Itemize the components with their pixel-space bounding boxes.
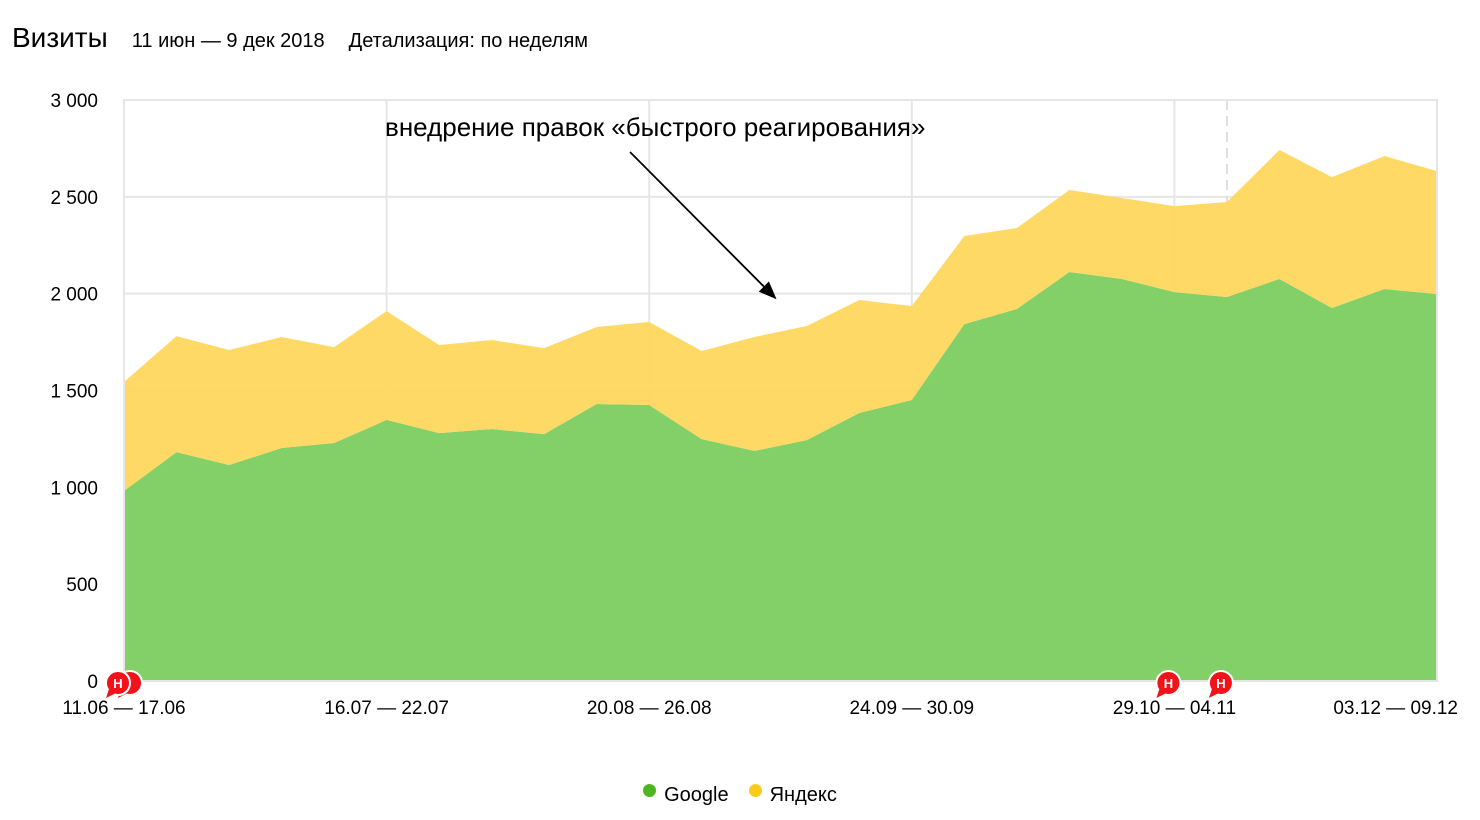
yandex-dot-icon [748,784,762,797]
y-tick-label: 2 000 [50,285,98,306]
marker-tail [106,689,116,698]
marker-label: Н [1216,676,1225,691]
x-tick-label: 20.08 — 26.08 [587,698,712,719]
y-tick-label: 1 000 [50,478,98,499]
marker-tail [1208,689,1219,698]
google-dot-icon [643,784,657,797]
marker-bubble [1207,670,1234,696]
y-tick-label: 2 500 [50,188,98,209]
annotation-arrow [629,151,777,300]
legend-label: Яндекс [769,784,837,806]
x-tick-label: 03.12 — 09.12 [1333,698,1458,719]
x-tick-label: 16.07 — 22.07 [324,698,449,719]
page-title: Визиты [12,22,108,53]
y-tick-label: 500 [66,575,98,596]
area-yandex [124,149,1437,492]
marker-bubble [1155,670,1182,696]
x-tick-label: 29.10 — 04.11 [1113,698,1236,719]
y-tick-label: 3 000 [50,91,98,112]
legend-label: Google [664,784,729,806]
marker-label: Н [113,676,122,691]
x-tick-label: 11.06 — 17.06 [62,698,185,719]
y-tick-label: 0 [87,672,98,693]
marker-bubble [105,670,131,696]
note-marker-icon[interactable]: Н [105,670,131,698]
y-tick-label: 1 500 [50,382,98,403]
marker-label: Н [1164,676,1173,691]
visits-chart: 0 500 1 000 1 500 2 000 2 500 3 000 11.06 — 17.… [50,91,1458,719]
x-tick-label: 24.09 — 30.09 [849,698,974,719]
detail-selector[interactable]: Детализация: по неделям [348,30,589,52]
plot-frame [123,99,1438,682]
header: Визиты 11 июн — 9 дек 2018 Детализация: … [12,22,588,54]
note-marker-icon[interactable]: Н [1207,670,1234,698]
annotation-text: внедрение правок «быстрого реагирования» [385,112,925,142]
note-marker-icon[interactable]: Н [1155,670,1182,698]
legend-item-yandex[interactable]: Яндекс [748,784,837,807]
area-google [124,271,1437,681]
marker-tail [1156,689,1167,698]
date-range[interactable]: 11 июн — 9 дек 2018 [131,30,325,52]
legend-item-google[interactable]: Google [643,784,729,807]
legend: Google Яндекс [0,784,1480,807]
